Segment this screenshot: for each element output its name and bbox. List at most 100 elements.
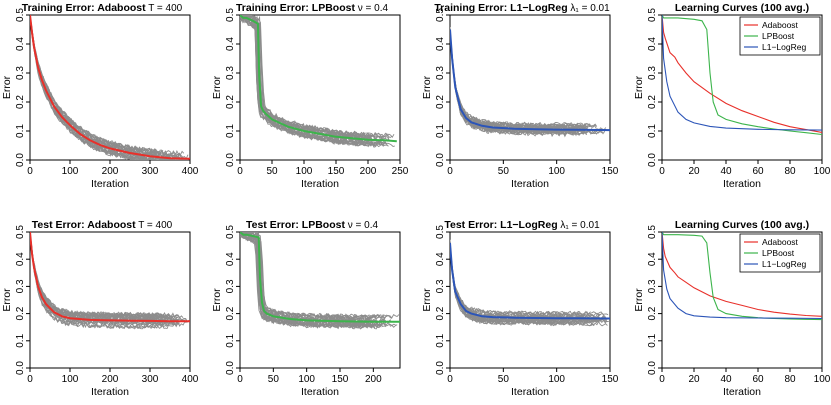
y-tick-label: 0.0	[435, 153, 446, 167]
run-curve	[450, 27, 581, 131]
y-tick-label: 0.4	[15, 37, 26, 51]
panel-train-2: Training Error: LPBoost ν = 0.4 0 50 100 150…	[211, 2, 409, 190]
mean-curve	[240, 15, 397, 143]
y-axis-label: Error	[211, 288, 223, 312]
y-tick-label: 0.4	[647, 252, 658, 266]
y-axis-label: Error	[211, 75, 223, 99]
y-tick-label: 0.3	[647, 279, 658, 293]
legend-label: LPBoost	[762, 31, 795, 41]
panel-title: Test Error: LPBoost ν = 0.4	[246, 219, 378, 231]
x-tick-label: 300	[142, 374, 159, 385]
panel-test-1: Test Error: Adaboost T = 400 0 100 200 300 40…	[1, 219, 199, 398]
x-tick-label: 0	[237, 374, 243, 385]
panel-test-2: Test Error: LPBoost ν = 0.4 0 50 100 150 200 I…	[211, 219, 401, 398]
panel-train-1: Training Error: Adaboost T = 400 0 100 200 3…	[1, 2, 199, 190]
y-tick-label: 0.0	[435, 361, 446, 375]
series-line-logreg	[662, 15, 822, 131]
mean-curve	[30, 15, 190, 160]
y-tick-label: 0.0	[647, 361, 658, 375]
run-curve	[450, 31, 578, 138]
panel-title: Learning Curves (100 avg.)	[675, 219, 809, 231]
run-curve	[30, 15, 184, 158]
plot-area	[30, 232, 190, 330]
x-tick-label: 40	[720, 374, 732, 385]
run-curve	[450, 28, 585, 130]
y-tick-label: 0.4	[15, 252, 26, 266]
x-axis-label: Iteration	[723, 386, 761, 398]
run-curve	[30, 15, 168, 155]
plot-frame	[239, 231, 401, 369]
plot-area	[30, 15, 190, 160]
run-curve	[450, 30, 607, 132]
x-axis-label: Iteration	[511, 178, 549, 190]
x-tick-label: 100	[548, 166, 565, 177]
x-tick-label: 40	[720, 166, 732, 177]
x-tick-label: 80	[784, 166, 796, 177]
legend-label: LPBoost	[762, 248, 795, 258]
y-tick-label: 0.0	[225, 153, 236, 167]
y-tick-label: 0.2	[647, 306, 658, 320]
run-curve	[30, 18, 167, 160]
x-tick-label: 200	[102, 374, 119, 385]
x-tick-label: 300	[142, 166, 159, 177]
run-curve	[30, 235, 160, 330]
y-tick-label: 0.3	[435, 66, 446, 80]
run-curve	[30, 15, 176, 160]
y-tick-label: 0.1	[435, 333, 446, 347]
panel-test-4: Learning Curves (100 avg.) 0 20 40 60 80 100 It…	[633, 219, 831, 398]
y-tick-label: 0.2	[435, 95, 446, 109]
y-tick-label: 0.1	[647, 124, 658, 138]
x-axis-label: Iteration	[91, 178, 129, 190]
plot-area	[662, 15, 822, 136]
y-tick-label: 0.5	[435, 225, 446, 239]
x-tick-label: 100	[548, 374, 565, 385]
x-tick-label: 200	[102, 166, 119, 177]
run-curve	[30, 16, 185, 160]
run-curve	[30, 232, 174, 320]
x-tick-label: 150	[602, 166, 619, 177]
y-tick-label: 0.1	[15, 333, 26, 347]
run-curve	[30, 15, 189, 160]
run-curve	[450, 243, 577, 325]
y-tick-label: 0.2	[15, 306, 26, 320]
plot-frame	[29, 231, 191, 369]
run-curve	[240, 15, 381, 148]
run-curve	[30, 232, 184, 319]
run-curve	[450, 239, 605, 317]
run-curve	[30, 15, 181, 160]
y-tick-label: 0.4	[647, 37, 658, 51]
panel-train-4: Learning Curves (100 avg.) 0 20 40 60 80 100 It…	[633, 2, 831, 190]
y-tick-label: 0.1	[435, 124, 446, 138]
mean-curve	[450, 29, 610, 132]
y-axis-label: Error	[421, 288, 433, 312]
plot-frame	[661, 14, 823, 161]
y-tick-label: 0.1	[225, 124, 236, 138]
plot-area	[450, 27, 610, 138]
x-tick-label: 100	[296, 166, 313, 177]
y-tick-label: 0.1	[647, 333, 658, 347]
x-tick-label: 0	[237, 166, 243, 177]
y-tick-label: 0.5	[647, 225, 658, 239]
plot-area	[662, 232, 822, 321]
x-tick-label: 250	[392, 166, 409, 177]
x-tick-label: 150	[332, 374, 349, 385]
y-tick-label: 0.4	[435, 252, 446, 266]
y-tick-label: 0.4	[225, 252, 236, 266]
run-curve	[450, 241, 602, 321]
plot-area	[240, 232, 400, 330]
y-tick-label: 0.3	[225, 279, 236, 293]
x-tick-label: 200	[365, 374, 382, 385]
x-axis-label: Iteration	[301, 386, 339, 398]
x-tick-label: 60	[752, 374, 764, 385]
run-curve	[450, 30, 584, 132]
run-curve	[240, 17, 388, 147]
run-curve	[30, 15, 164, 157]
panel-train-3: Training Error: L1−LogReg λ₁ = 0.01 0 50 10…	[421, 2, 619, 190]
run-curve	[240, 15, 367, 147]
mean-curve	[240, 232, 400, 323]
plot-frame	[239, 14, 401, 161]
run-curve	[30, 15, 168, 158]
plot-area	[240, 15, 397, 148]
y-tick-label: 0.2	[225, 95, 236, 109]
